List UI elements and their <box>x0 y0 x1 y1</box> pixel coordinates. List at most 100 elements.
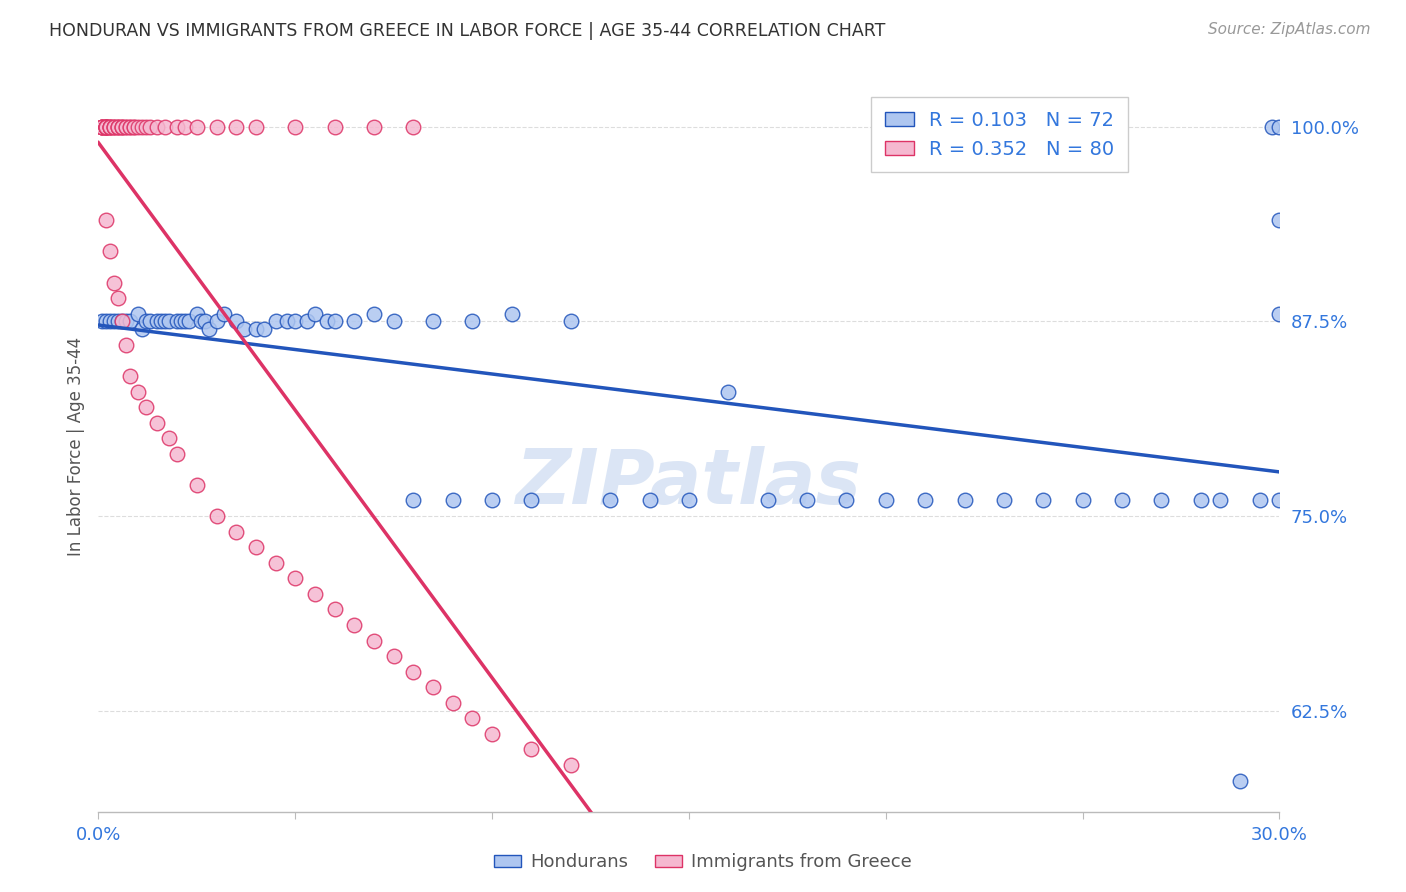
Point <box>1150 493 1173 508</box>
Text: HONDURAN VS IMMIGRANTS FROM GREECE IN LABOR FORCE | AGE 35-44 CORRELATION CHART: HONDURAN VS IMMIGRANTS FROM GREECE IN LA… <box>49 22 886 40</box>
Point <box>1268 213 1291 227</box>
Point <box>118 368 141 383</box>
Point <box>717 384 740 399</box>
Point <box>245 540 267 554</box>
Point <box>197 322 219 336</box>
Point <box>103 120 125 134</box>
Point <box>1189 493 1212 508</box>
Point <box>174 314 197 328</box>
Point <box>96 120 118 134</box>
Point <box>422 680 444 694</box>
Point <box>1229 773 1251 788</box>
Point <box>91 120 114 134</box>
Point <box>115 314 138 328</box>
Point <box>205 120 228 134</box>
Point <box>1249 493 1271 508</box>
Text: ZIPatlas: ZIPatlas <box>516 446 862 519</box>
Point <box>103 314 125 328</box>
Point <box>103 276 125 290</box>
Point <box>111 120 134 134</box>
Point <box>1268 307 1291 321</box>
Point <box>127 307 149 321</box>
Point <box>146 120 169 134</box>
Point <box>186 307 208 321</box>
Point <box>190 314 212 328</box>
Point <box>157 431 180 445</box>
Point <box>131 322 153 336</box>
Y-axis label: In Labor Force | Age 35-44: In Labor Force | Age 35-44 <box>66 336 84 556</box>
Point <box>382 314 405 328</box>
Point <box>107 120 129 134</box>
Point <box>115 120 138 134</box>
Point <box>284 120 307 134</box>
Point <box>98 244 121 259</box>
Point <box>111 120 134 134</box>
Point <box>638 493 661 508</box>
Point <box>155 120 177 134</box>
Point <box>315 314 337 328</box>
Point <box>122 120 145 134</box>
Point <box>422 314 444 328</box>
Point <box>481 493 503 508</box>
Point <box>98 120 121 134</box>
Point <box>135 314 157 328</box>
Point <box>560 758 582 772</box>
Point <box>98 120 121 134</box>
Point <box>225 120 247 134</box>
Point <box>157 314 180 328</box>
Point <box>323 120 346 134</box>
Point <box>914 493 936 508</box>
Point <box>205 509 228 524</box>
Point <box>233 322 256 336</box>
Point <box>253 322 276 336</box>
Point <box>138 314 160 328</box>
Point <box>402 493 425 508</box>
Point <box>875 493 897 508</box>
Point <box>118 120 141 134</box>
Point <box>103 120 125 134</box>
Point <box>127 384 149 399</box>
Point <box>599 493 621 508</box>
Point <box>186 120 208 134</box>
Point <box>461 711 484 725</box>
Point <box>276 314 298 328</box>
Point <box>91 314 114 328</box>
Point <box>304 307 326 321</box>
Point <box>146 416 169 430</box>
Point <box>91 120 114 134</box>
Point <box>382 649 405 664</box>
Point <box>118 314 141 328</box>
Point <box>122 120 145 134</box>
Point <box>96 120 118 134</box>
Point <box>96 120 118 134</box>
Point <box>363 633 385 648</box>
Point <box>96 314 118 328</box>
Point <box>796 493 818 508</box>
Point <box>323 602 346 616</box>
Point <box>1268 120 1291 134</box>
Point <box>295 314 318 328</box>
Point <box>214 307 236 321</box>
Point <box>91 120 114 134</box>
Point <box>166 314 188 328</box>
Point <box>441 493 464 508</box>
Point <box>264 314 287 328</box>
Point <box>363 120 385 134</box>
Point <box>205 314 228 328</box>
Point <box>127 120 149 134</box>
Point <box>1268 493 1291 508</box>
Point <box>98 120 121 134</box>
Point <box>678 493 700 508</box>
Legend: Hondurans, Immigrants from Greece: Hondurans, Immigrants from Greece <box>486 847 920 879</box>
Point <box>186 478 208 492</box>
Point <box>166 447 188 461</box>
Point <box>111 314 134 328</box>
Point <box>107 120 129 134</box>
Point <box>177 314 200 328</box>
Point <box>96 120 118 134</box>
Point <box>111 120 134 134</box>
Point <box>1260 120 1282 134</box>
Point <box>441 696 464 710</box>
Point <box>150 314 173 328</box>
Point <box>323 314 346 328</box>
